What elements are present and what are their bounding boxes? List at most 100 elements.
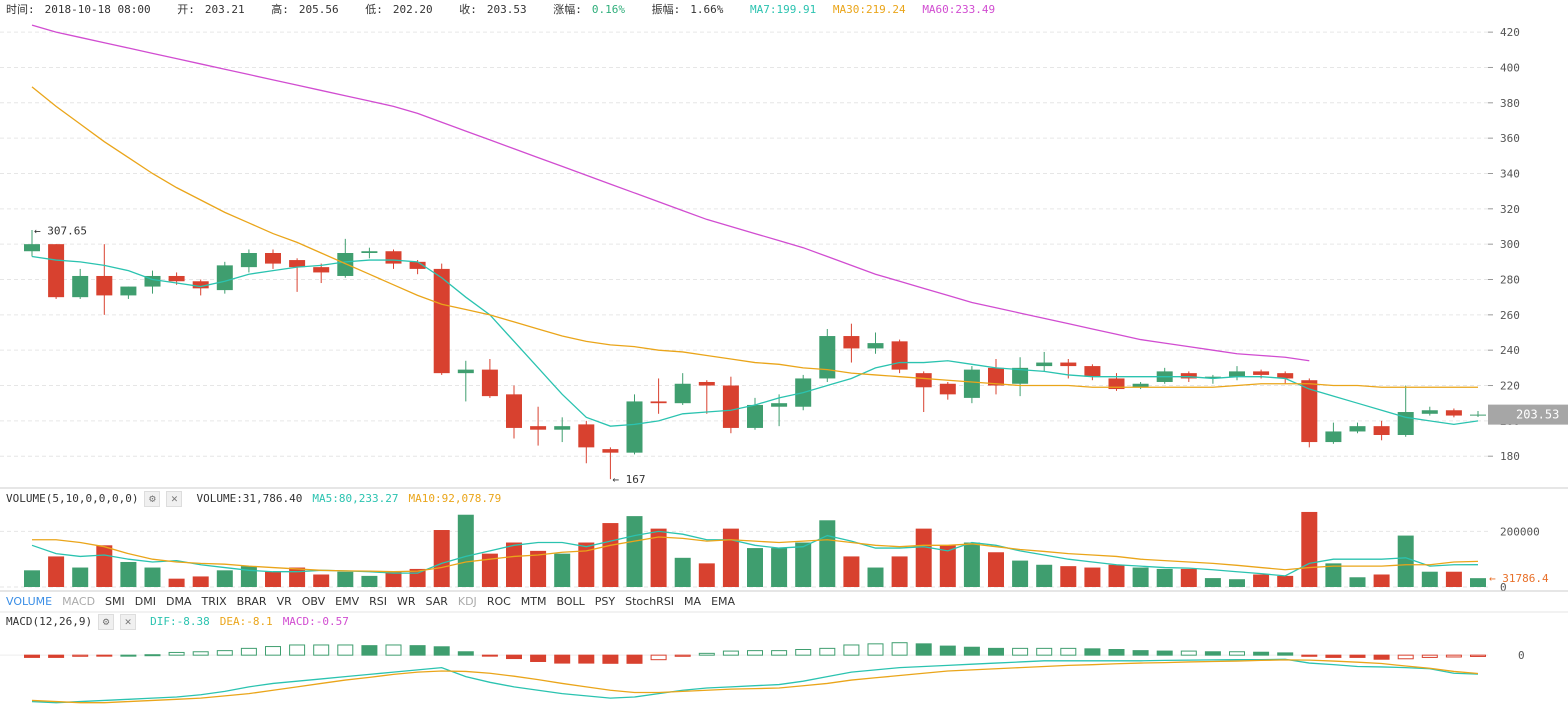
macd-bar bbox=[433, 646, 450, 656]
volume-value: VOLUME:31,786.40 bbox=[196, 492, 303, 505]
volume-bar bbox=[72, 567, 89, 587]
macd-bar bbox=[1277, 652, 1294, 656]
macd-bar bbox=[337, 644, 354, 656]
ma60-line bbox=[31, 24, 1310, 362]
candle bbox=[192, 281, 209, 289]
tab-kdj[interactable]: KDJ bbox=[457, 595, 477, 608]
candle bbox=[578, 424, 595, 448]
candle bbox=[698, 381, 715, 386]
macd-bar bbox=[457, 651, 474, 656]
volume-bar bbox=[1060, 566, 1077, 587]
volume-ma5-line bbox=[31, 530, 1479, 577]
gear-icon[interactable]: ⚙ bbox=[98, 614, 115, 630]
candle bbox=[1445, 410, 1462, 416]
tab-mtm[interactable]: MTM bbox=[520, 595, 547, 608]
price-tick-label: 260 bbox=[1500, 309, 1520, 322]
volume-indicator-title: VOLUME(5,10,0,0,0,0) bbox=[6, 492, 139, 505]
macd-bar bbox=[1204, 651, 1221, 656]
tab-sar[interactable]: SAR bbox=[425, 595, 448, 608]
close-icon[interactable]: ✕ bbox=[166, 491, 183, 507]
last-price-tag bbox=[1488, 404, 1568, 425]
macd-bar bbox=[1349, 654, 1366, 658]
volume-bar bbox=[192, 576, 209, 587]
volume-bar bbox=[361, 575, 378, 587]
tab-wr[interactable]: WR bbox=[396, 595, 416, 608]
volume-bar bbox=[216, 570, 233, 587]
macd-bar bbox=[626, 654, 643, 664]
tab-psy[interactable]: PSY bbox=[594, 595, 616, 608]
tab-brar[interactable]: BRAR bbox=[236, 595, 267, 608]
tab-emv[interactable]: EMV bbox=[335, 595, 360, 608]
tab-macd[interactable]: MACD bbox=[62, 595, 96, 608]
high-value: 205.56 bbox=[298, 3, 339, 16]
macd-bar bbox=[313, 644, 330, 656]
candle bbox=[506, 394, 522, 428]
macd-bar bbox=[988, 647, 1004, 656]
tab-dmi[interactable]: DMI bbox=[134, 595, 156, 608]
ma7-legend: MA7:199.91 bbox=[749, 3, 817, 16]
close-icon[interactable]: ✕ bbox=[120, 614, 137, 630]
candle bbox=[385, 251, 402, 264]
tab-rsi[interactable]: RSI bbox=[369, 595, 387, 608]
gear-icon[interactable]: ⚙ bbox=[144, 491, 161, 507]
volume-bar bbox=[578, 542, 595, 587]
volume-bar bbox=[1277, 575, 1294, 587]
low-label: 低: bbox=[365, 3, 383, 16]
price-tick-label: 380 bbox=[1500, 97, 1520, 110]
tab-roc[interactable]: ROC bbox=[486, 595, 511, 608]
macd-bar bbox=[24, 654, 40, 658]
time-value: 2018-10-18 08:00 bbox=[44, 3, 151, 16]
macd-bar bbox=[361, 645, 378, 656]
tab-ema[interactable]: EMA bbox=[711, 595, 736, 608]
tab-stochrsi[interactable]: StochRSI bbox=[625, 595, 675, 608]
tab-vr[interactable]: VR bbox=[276, 595, 292, 608]
candle bbox=[240, 253, 257, 268]
macd-bar bbox=[795, 649, 812, 656]
volume-bar bbox=[1373, 574, 1390, 587]
macd-bar bbox=[722, 650, 739, 656]
last-price-label: 203.53 bbox=[1516, 408, 1559, 422]
candle bbox=[168, 275, 185, 282]
macd-bar bbox=[192, 651, 209, 656]
volume-bar bbox=[120, 561, 137, 587]
volume-bar bbox=[867, 567, 884, 587]
candle bbox=[1229, 371, 1245, 377]
volume-bar bbox=[819, 520, 836, 587]
amplitude-label: 振幅: bbox=[651, 3, 681, 16]
candle bbox=[939, 383, 956, 395]
macd-indicator-title: MACD(12,26,9) bbox=[6, 615, 93, 628]
candle bbox=[650, 401, 667, 404]
tab-trix[interactable]: TRIX bbox=[201, 595, 227, 608]
macd-bar bbox=[1373, 654, 1390, 660]
macd-bar bbox=[1397, 654, 1414, 660]
macd-bar bbox=[915, 643, 932, 656]
macd-bar bbox=[1036, 647, 1053, 656]
macd-bar bbox=[1132, 650, 1149, 656]
indicator-tabs: VOLUME MACD SMI DMI DMA TRIX BRAR VR OBV EMV RSI WR… bbox=[6, 592, 745, 612]
tab-boll[interactable]: BOLL bbox=[556, 595, 585, 608]
tab-smi[interactable]: SMI bbox=[105, 595, 125, 608]
volume-bar bbox=[313, 574, 330, 587]
macd-bar bbox=[747, 650, 763, 656]
macd-bar bbox=[96, 654, 113, 657]
macd-bar bbox=[843, 644, 860, 656]
volume-bar bbox=[1349, 577, 1366, 587]
candle bbox=[481, 369, 498, 397]
volume-bar bbox=[144, 567, 161, 587]
close-label: 收: bbox=[459, 3, 477, 16]
candle bbox=[289, 260, 306, 268]
volume-bar bbox=[891, 556, 908, 587]
tab-dma[interactable]: DMA bbox=[165, 595, 192, 608]
ohlc-info-bar: 时间: 2018-10-18 08:00 开: 203.21 高: 205.56 低:… bbox=[6, 2, 1005, 18]
volume-bar bbox=[1036, 564, 1053, 587]
tab-volume[interactable]: VOLUME bbox=[6, 595, 53, 608]
candle bbox=[819, 336, 836, 379]
volume-bar bbox=[1180, 568, 1197, 587]
price-tick-label: 340 bbox=[1500, 167, 1520, 180]
tab-ma[interactable]: MA bbox=[684, 595, 702, 608]
volume-bar bbox=[939, 545, 956, 587]
tab-obv[interactable]: OBV bbox=[301, 595, 326, 608]
price-annotation: ← 307.65 bbox=[34, 225, 87, 238]
volume-bar bbox=[1470, 578, 1486, 587]
